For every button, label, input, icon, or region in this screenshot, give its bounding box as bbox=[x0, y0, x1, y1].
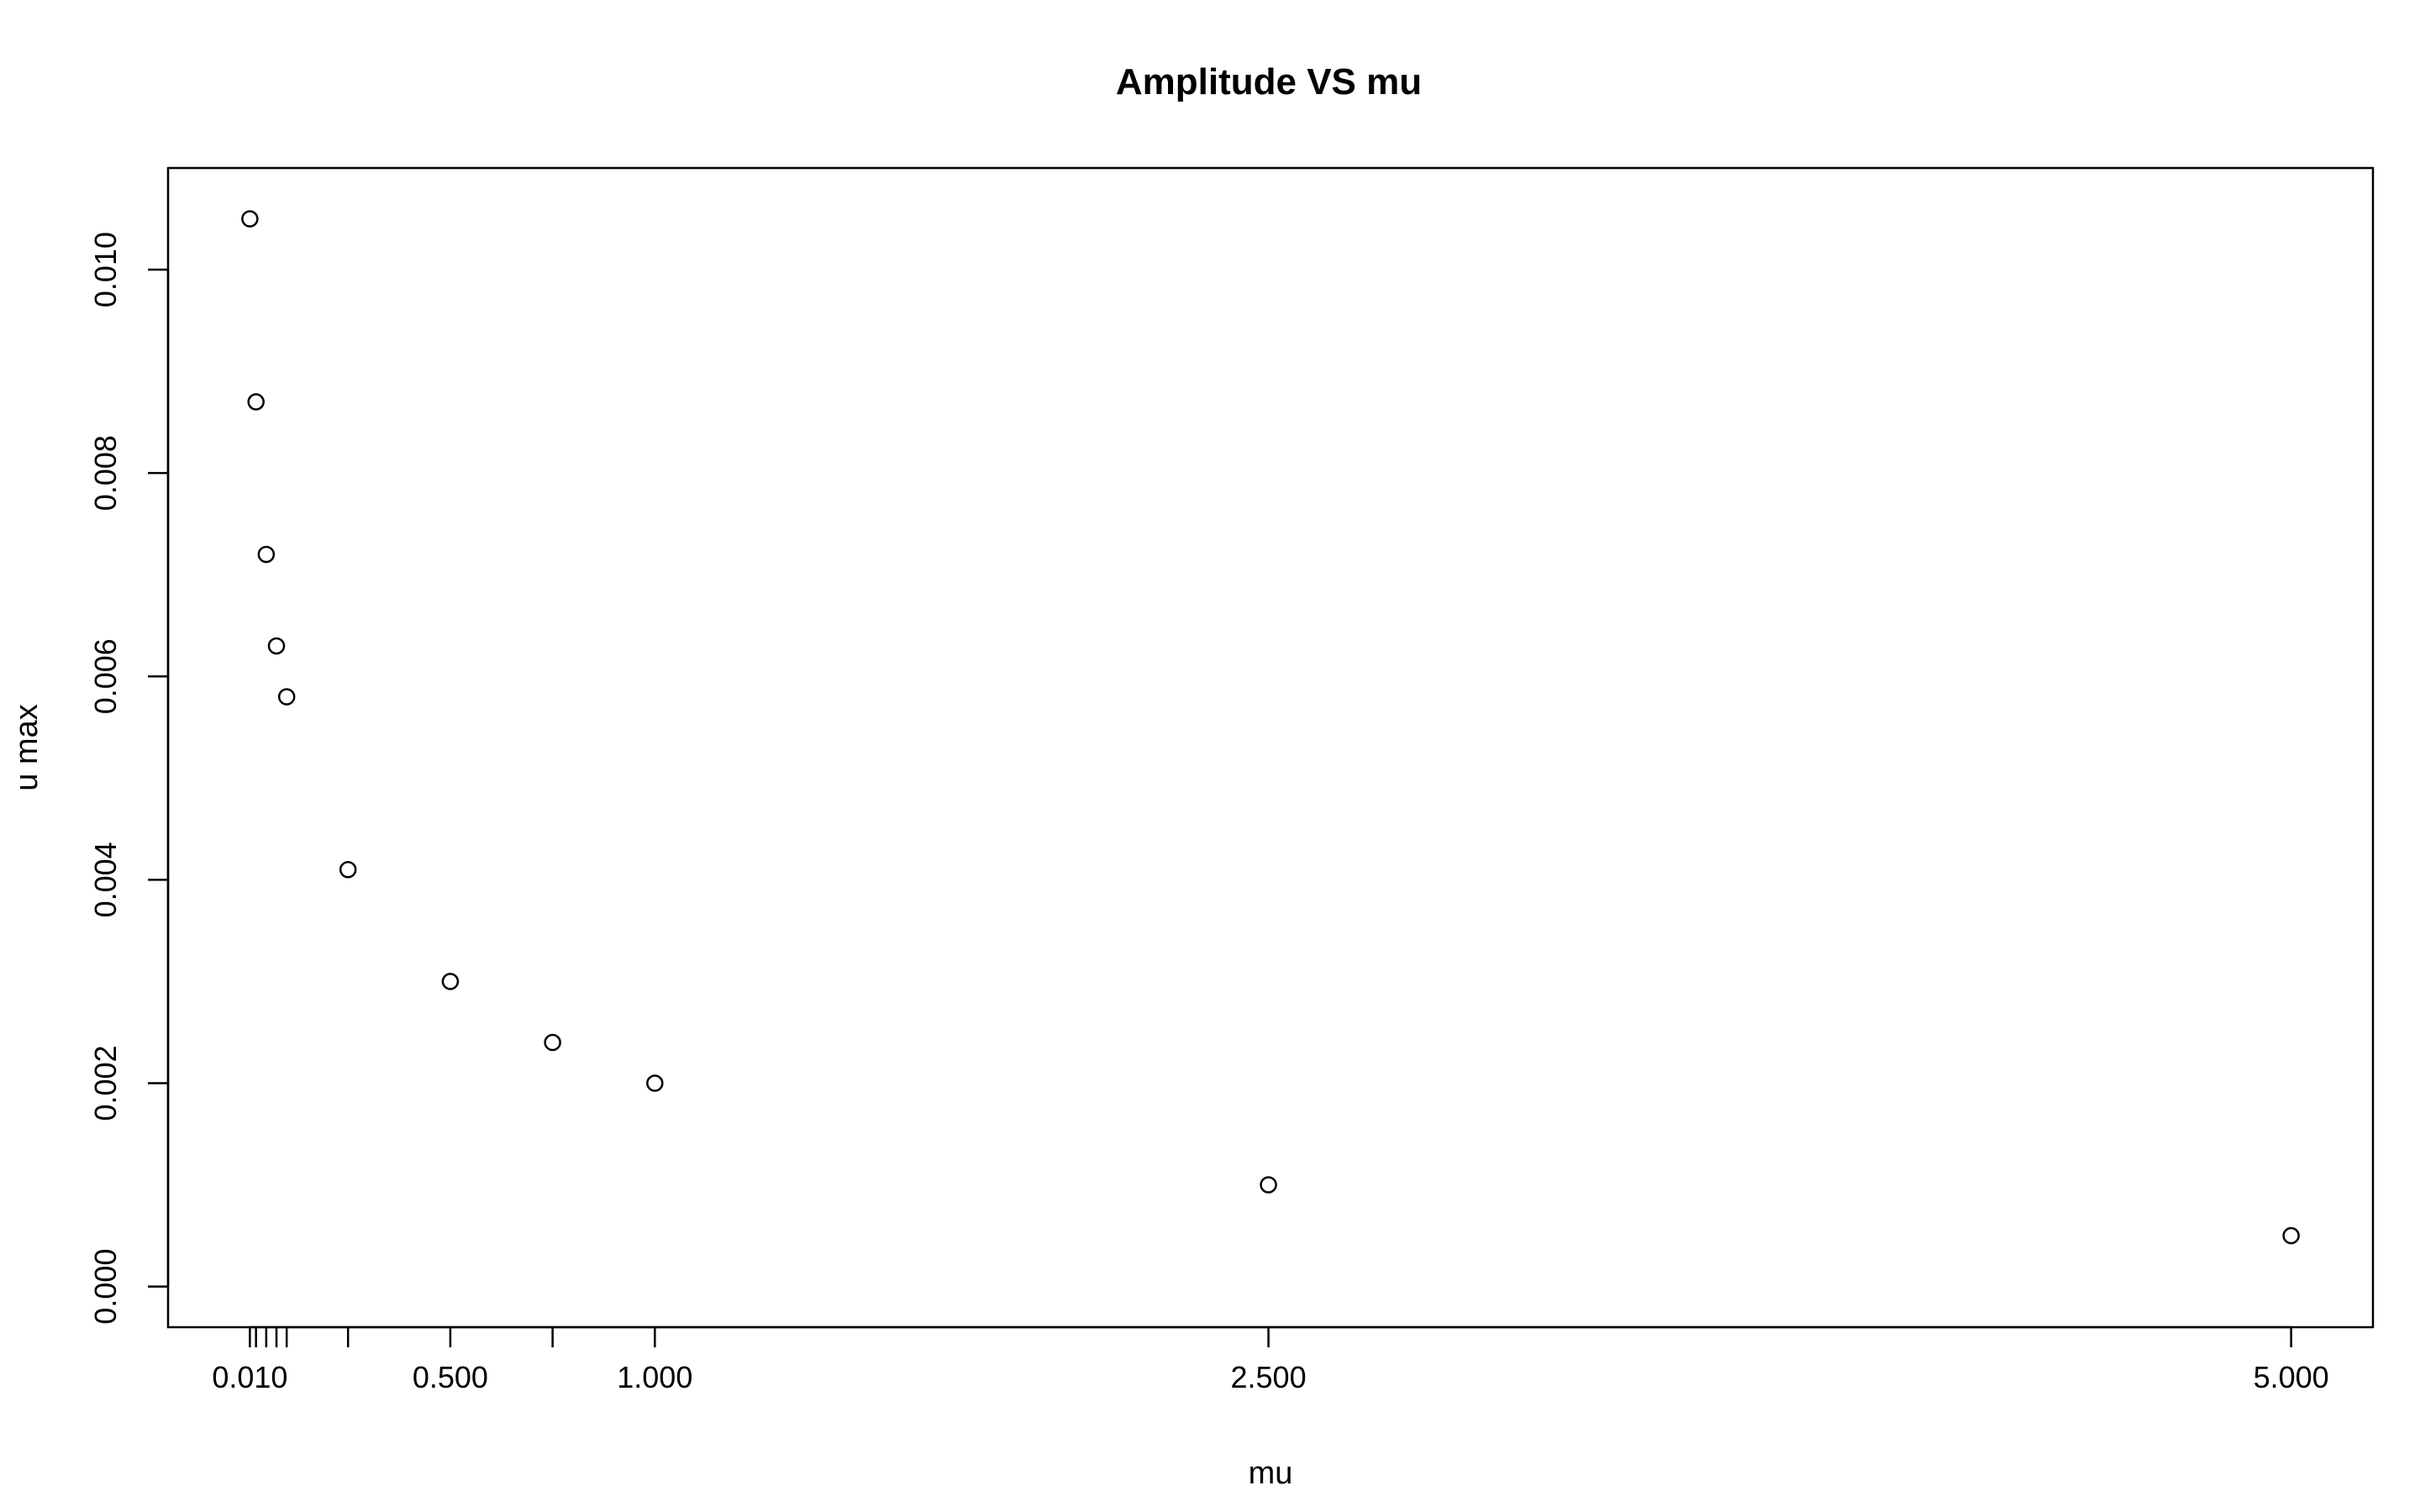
x-axis-label: mu bbox=[1249, 1456, 1293, 1491]
y-axis-label: u max bbox=[9, 704, 45, 790]
x-tick-label: 0.500 bbox=[413, 1360, 488, 1394]
data-point bbox=[441, 973, 460, 990]
data-point bbox=[277, 688, 296, 706]
y-tick-label: 0.006 bbox=[88, 638, 123, 714]
x-tick-label: 2.500 bbox=[1231, 1360, 1307, 1394]
data-point bbox=[247, 393, 265, 411]
data-point bbox=[241, 210, 259, 228]
data-point bbox=[339, 861, 357, 879]
y-tick-label: 0.008 bbox=[88, 435, 123, 511]
data-point bbox=[1260, 1176, 1277, 1194]
y-axis: 0.000 0.002 0.004 0.006 0.008 0.010 bbox=[88, 232, 170, 1325]
y-tick-label: 0.000 bbox=[88, 1249, 123, 1325]
data-point bbox=[257, 545, 276, 564]
x-tick-label: 5.000 bbox=[2254, 1360, 2329, 1394]
data-point bbox=[2282, 1226, 2300, 1245]
y-tick-label: 0.010 bbox=[88, 232, 123, 307]
y-tick-label: 0.002 bbox=[88, 1045, 123, 1121]
data-point bbox=[646, 1074, 664, 1092]
data-point bbox=[544, 1033, 561, 1052]
x-axis: 0.010 0.500 1.000 2.500 5.000 bbox=[212, 1326, 2329, 1394]
x-tick-label: 1.000 bbox=[617, 1360, 692, 1394]
plot-frame bbox=[166, 166, 2375, 1329]
x-tick-label: 0.010 bbox=[212, 1360, 287, 1394]
chart-title: Amplitude VS mu bbox=[1116, 61, 1422, 102]
y-tick-label: 0.004 bbox=[88, 842, 123, 917]
data-point bbox=[267, 637, 286, 655]
data-points bbox=[241, 210, 2300, 1245]
